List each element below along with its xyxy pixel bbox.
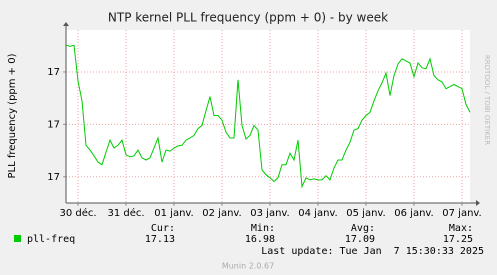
x-tick-label: 06 janv.	[394, 208, 433, 219]
x-tick-label: 07 janv.	[442, 208, 481, 219]
x-axis-arrow	[476, 200, 480, 206]
y-tick-label: 17	[47, 67, 60, 78]
stat-label: Avg:	[351, 223, 375, 234]
stat-value: 17.13	[145, 234, 175, 245]
chart-title: NTP kernel PLL frequency (ppm + 0) - by …	[108, 11, 388, 25]
stat-label: Min:	[251, 223, 275, 234]
legend-swatch	[14, 235, 21, 242]
y-axis-arrow	[63, 22, 69, 26]
x-tick-label: 05 janv.	[346, 208, 385, 219]
x-tick-label: 03 janv.	[250, 208, 289, 219]
stat-label: Cur:	[151, 223, 175, 234]
stat-value: 17.09	[345, 234, 375, 245]
footer: Munin 2.0.67	[222, 262, 274, 271]
x-tick-label: 31 déc.	[107, 207, 144, 219]
x-tick-label: 02 janv.	[202, 208, 241, 219]
x-tick-label: 30 déc.	[59, 207, 96, 219]
y-tick-label: 17	[47, 172, 60, 183]
x-tick-label: 01 janv.	[154, 208, 193, 219]
last-update: Last update: Tue Jan 7 15:30:33 2025	[261, 246, 484, 257]
side-note: RRDTOOL / TOBI OETIKER	[483, 55, 491, 145]
stat-value: 16.98	[245, 234, 275, 245]
y-tick-label: 17	[47, 119, 60, 130]
stat-value: 17.25	[443, 234, 473, 245]
stat-label: Max:	[449, 223, 473, 234]
line	[65, 44, 471, 189]
y-axis-label: PLL frequency (ppm + 0)	[7, 53, 18, 178]
legend-label: pll-freq	[27, 234, 75, 245]
x-tick-label: 04 janv.	[298, 208, 337, 219]
